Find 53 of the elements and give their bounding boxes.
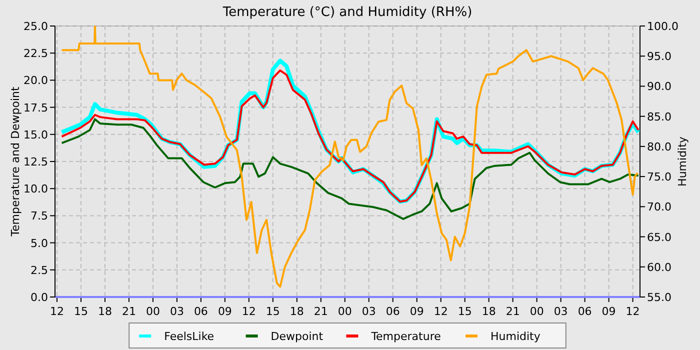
y-tick-label: 22.5 — [24, 47, 48, 60]
x-tick-label: 15 — [74, 305, 88, 318]
x-tick-label: 21 — [506, 305, 520, 318]
x-tick-label: 15 — [458, 305, 472, 318]
y-tick-label: 7.5 — [30, 210, 48, 223]
y-tick-label: 12.5 — [24, 156, 48, 168]
y-tick-label: 25.0 — [24, 20, 48, 33]
y2-tick-label: 65.0 — [647, 230, 672, 244]
y2-axis-title: Humidity — [676, 136, 689, 186]
y2-tick-label: 90.0 — [647, 80, 672, 94]
x-tick-label: 00 — [530, 305, 544, 318]
x-tick-label: 18 — [98, 305, 112, 318]
x-tick-label: 00 — [338, 305, 352, 318]
x-tick-label: 09 — [602, 305, 616, 318]
y-tick-label: 5.0 — [30, 236, 48, 250]
y2-tick-label: 100.0 — [647, 20, 678, 33]
x-tick-label: 06 — [194, 305, 208, 318]
x-tick-label: 03 — [170, 305, 184, 318]
legend-label: Humidity — [490, 330, 541, 343]
x-tick-label: 18 — [290, 305, 304, 318]
y-tick-label: 17.5 — [24, 101, 48, 114]
x-tick-label: 09 — [410, 305, 424, 318]
y2-tick-label: 80.0 — [647, 140, 672, 154]
y-tick-label: 20.0 — [24, 74, 48, 88]
legend-label: Dewpoint — [270, 330, 324, 343]
legend-label: Temperature — [370, 330, 442, 343]
y-tick-label: 0.0 — [30, 291, 48, 304]
y-tick-label: 10.0 — [24, 182, 48, 196]
x-tick-label: 12 — [50, 305, 64, 318]
x-tick-label: 21 — [314, 305, 328, 318]
y2-tick-label: 75.0 — [647, 170, 672, 184]
y2-tick-label: 85.0 — [647, 110, 672, 124]
y2-tick-label: 60.0 — [647, 260, 672, 274]
x-tick-label: 18 — [482, 305, 496, 318]
x-tick-label: 06 — [578, 305, 592, 318]
x-tick-label: 12 — [242, 305, 256, 318]
legend-label: FeelsLike — [164, 330, 214, 343]
y2-tick-label: 55.0 — [647, 291, 672, 304]
y-tick-label: 15.0 — [24, 128, 48, 142]
y2-tick-label: 70.0 — [647, 200, 672, 214]
chart-title: Temperature (°C) and Humidity (RH%) — [222, 5, 472, 20]
x-tick-label: 21 — [122, 305, 136, 318]
y2-tick-label: 95.0 — [647, 50, 672, 64]
x-tick-label: 12 — [626, 305, 640, 318]
x-tick-label: 12 — [434, 305, 448, 318]
x-tick-label: 09 — [218, 305, 232, 318]
x-tick-label: 00 — [146, 305, 160, 318]
x-tick-label: 15 — [266, 305, 280, 318]
x-tick-label: 03 — [554, 305, 568, 318]
x-tick-label: 03 — [362, 305, 376, 318]
y-axis-title: Temperature and Dewpoint — [9, 86, 22, 238]
y-tick-label: 2.5 — [30, 264, 48, 277]
x-tick-label: 06 — [386, 305, 400, 318]
